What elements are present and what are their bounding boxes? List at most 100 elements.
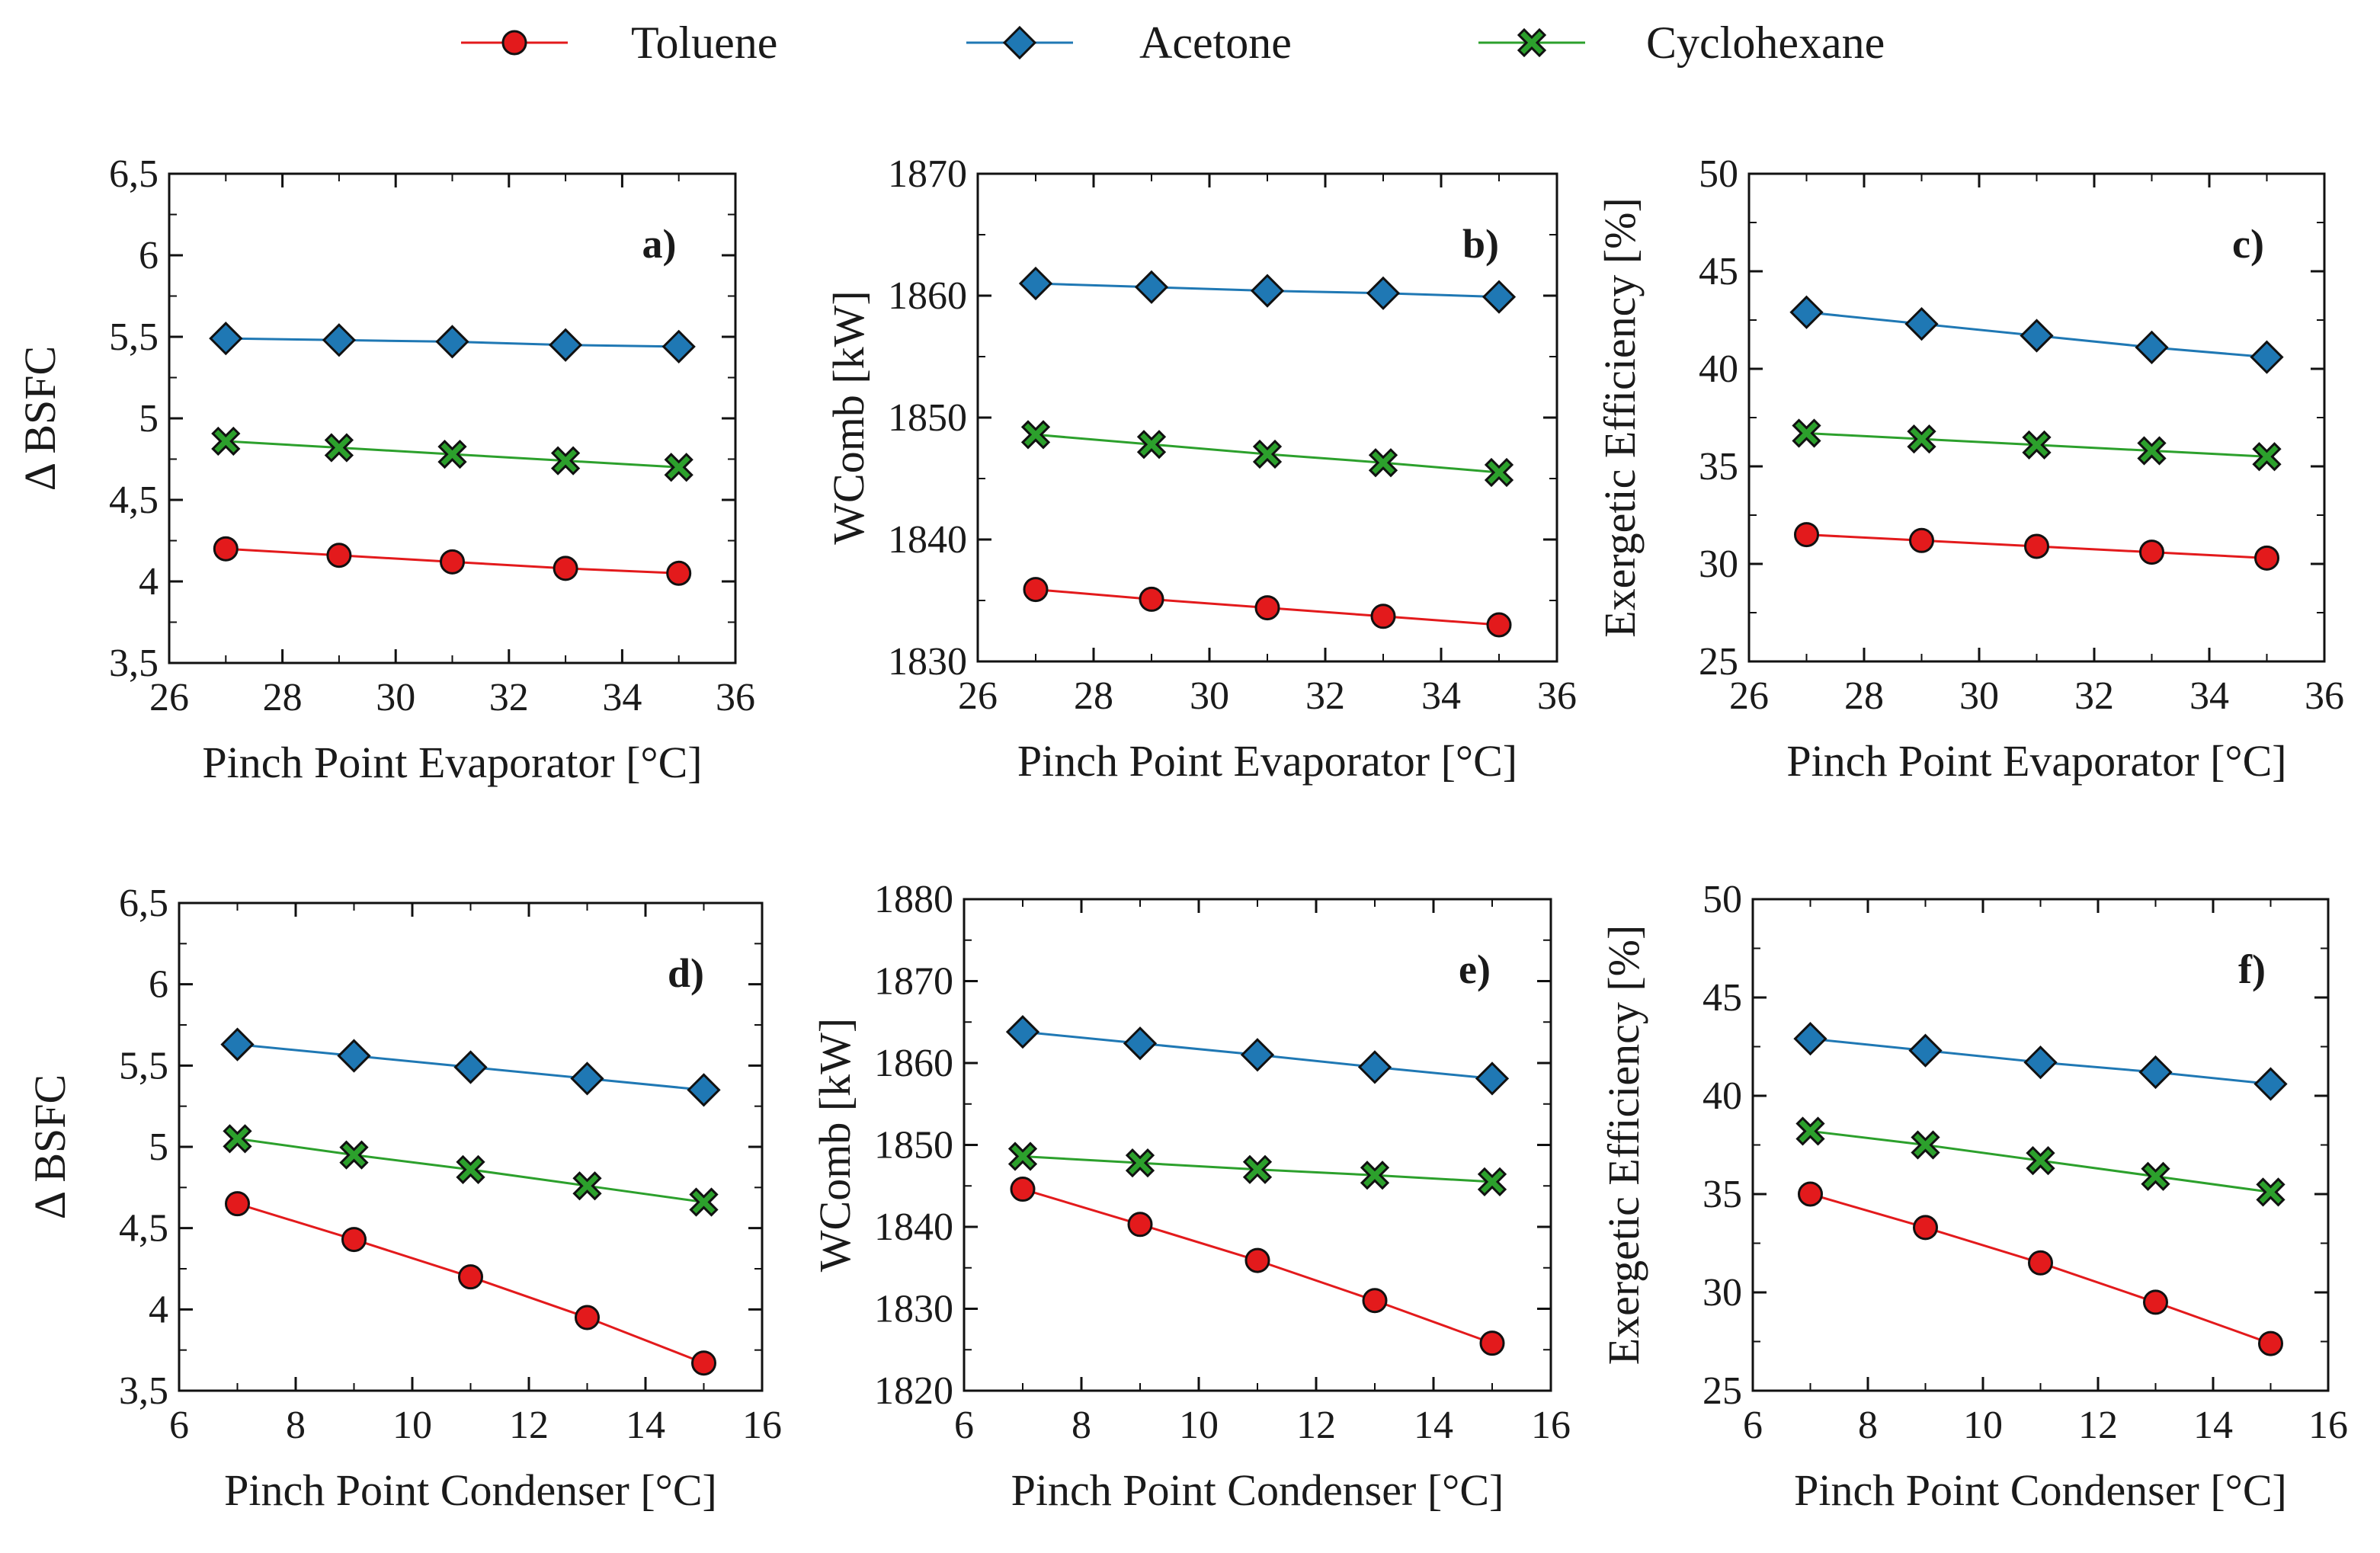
panel-e-point-cyclohexane-2 xyxy=(1125,1148,1155,1178)
panel-b-point-cyclohexane-3 xyxy=(1252,439,1283,469)
legend-entry-acetone: Acetone xyxy=(966,18,1292,68)
panel-d-point-acetone-4 xyxy=(570,1061,604,1096)
panel-e-ytick-label: 1840 xyxy=(874,1206,953,1249)
panel-d-ytick-label: 5 xyxy=(149,1126,168,1169)
panel-e-point-cyclohexane-1 xyxy=(1007,1142,1038,1171)
panel-e-point-toluene-5 xyxy=(1479,1330,1505,1356)
panel-c-point-toluene-5 xyxy=(2254,545,2279,571)
panel-f-xlabel: Pinch Point Condenser [°C] xyxy=(1794,1465,2287,1515)
panel-f-point-toluene-3 xyxy=(2028,1250,2053,1276)
panel-a-point-acetone-4 xyxy=(548,328,583,362)
panel-f-xtick-label: 12 xyxy=(2078,1404,2118,1447)
panel-d-xtick-label: 12 xyxy=(509,1404,549,1447)
panel-d: 6 8 10 12 14 16 3,5 4 4,5 5 5,5 6 6,5 Pinch Point Con… xyxy=(25,882,782,1515)
panel-c-ytick-label: 50 xyxy=(1699,152,1738,196)
panel-b-ytick-label: 1860 xyxy=(888,274,967,318)
panel-d-point-acetone-5 xyxy=(687,1073,721,1107)
panel-c-point-cyclohexane-3 xyxy=(2022,430,2052,459)
panel-a-point-toluene-2 xyxy=(326,543,352,568)
panel-a: 26 28 30 32 34 36 3,5 4 4,5 5 5,5 6 6,5 Pinch Point E… xyxy=(15,152,755,787)
panel-e-ytick-label: 1820 xyxy=(874,1369,953,1413)
panel-f-letter: f) xyxy=(2238,946,2266,992)
panel-f-point-acetone-5 xyxy=(2253,1067,2288,1101)
panel-f: 6 8 10 12 14 16 25 30 35 40 45 50 Pinch Point Conden… xyxy=(1599,878,2348,1515)
panel-c-xtick-label: 30 xyxy=(1959,674,1999,718)
panel-c-ylabel: Exergetic Efficiency [%] xyxy=(1595,197,1645,638)
panel-e-point-cyclohexane-3 xyxy=(1242,1154,1273,1184)
panel-e-xtick-label: 6 xyxy=(954,1404,974,1447)
panel-d-ytick-label: 5,5 xyxy=(119,1044,168,1087)
panel-b-point-acetone-3 xyxy=(1250,274,1285,308)
panel-b-point-toluene-5 xyxy=(1486,612,1512,638)
panel-d-point-cyclohexane-3 xyxy=(456,1154,485,1184)
panel-c-xtick-label: 36 xyxy=(2305,674,2344,718)
panel-d-xtick-label: 14 xyxy=(626,1404,665,1447)
panel-e-ytick-label: 1870 xyxy=(874,960,953,1004)
legend-marker-toluene xyxy=(501,30,527,56)
panel-f-point-cyclohexane-4 xyxy=(2141,1161,2170,1191)
panel-e-point-toluene-1 xyxy=(1010,1177,1036,1202)
panel-a-point-acetone-5 xyxy=(661,329,696,363)
panel-e-ytick-label: 1880 xyxy=(874,878,953,921)
legend-marker-cyclohexane xyxy=(1517,27,1547,58)
panel-b-ytick-label: 1840 xyxy=(888,518,967,562)
panel-d-point-cyclohexane-1 xyxy=(223,1124,252,1154)
panel-b-point-toluene-4 xyxy=(1370,604,1396,629)
panel-b-ytick-label: 1850 xyxy=(888,396,967,440)
panel-a-ylabel: Δ BSFC xyxy=(15,346,65,491)
panel-b-xtick-label: 28 xyxy=(1074,674,1113,718)
panel-b-point-cyclohexane-1 xyxy=(1020,420,1051,450)
panel-c-xlabel: Pinch Point Evaporator [°C] xyxy=(1786,736,2286,786)
panel-c-point-toluene-4 xyxy=(2139,540,2164,565)
panel-b-xtick-label: 30 xyxy=(1190,674,1229,718)
panel-b-point-acetone-1 xyxy=(1018,266,1053,301)
panel-d-ylabel: Δ BSFC xyxy=(25,1074,75,1219)
panel-a-xtick-label: 34 xyxy=(602,676,642,719)
panel-c-xtick-label: 26 xyxy=(1729,674,1769,718)
panel-a-point-cyclohexane-1 xyxy=(211,426,241,456)
panel-e-ytick-label: 1850 xyxy=(874,1124,953,1167)
panel-d-xtick-label: 8 xyxy=(286,1404,306,1447)
panel-c-point-acetone-5 xyxy=(2250,340,2284,374)
panel-a-xtick-label: 26 xyxy=(149,676,189,719)
panel-e-ytick-label: 1830 xyxy=(874,1288,953,1331)
panel-c-letter: c) xyxy=(2232,221,2264,267)
panel-c-ytick-label: 30 xyxy=(1699,543,1738,586)
legend-label-toluene: Toluene xyxy=(631,18,777,68)
panel-b-point-cyclohexane-4 xyxy=(1368,448,1398,478)
panel-f-point-toluene-1 xyxy=(1798,1181,1823,1207)
panel-b-point-toluene-1 xyxy=(1023,577,1049,603)
panel-d-ytick-label: 3,5 xyxy=(119,1369,168,1413)
panel-a-point-toluene-3 xyxy=(440,549,465,575)
panel-e-point-acetone-2 xyxy=(1123,1026,1158,1061)
panel-c-point-acetone-4 xyxy=(2135,330,2169,364)
panel-c-point-toluene-2 xyxy=(1909,527,1934,553)
panel-f-xtick-label: 16 xyxy=(2308,1404,2348,1447)
panel-c-point-acetone-3 xyxy=(2020,319,2054,353)
panel-f-ytick-label: 30 xyxy=(1703,1271,1742,1314)
legend-marker-acetone xyxy=(1002,25,1037,60)
panel-e-point-cyclohexane-5 xyxy=(1477,1167,1507,1196)
panel-a-point-cyclohexane-4 xyxy=(550,446,581,476)
panel-f-point-cyclohexane-1 xyxy=(1795,1116,1825,1146)
panel-a-point-cyclohexane-5 xyxy=(664,453,693,482)
panel-f-xtick-label: 6 xyxy=(1743,1404,1763,1447)
panel-e-xlabel: Pinch Point Condenser [°C] xyxy=(1011,1465,1504,1515)
panel-d-point-toluene-2 xyxy=(341,1227,367,1253)
panel-e-xtick-label: 10 xyxy=(1179,1404,1219,1447)
panel-b-point-acetone-4 xyxy=(1366,276,1401,310)
panel-a-point-acetone-1 xyxy=(209,322,243,356)
panel-a-ytick-label: 6 xyxy=(139,234,159,277)
panel-f-xtick-label: 14 xyxy=(2193,1404,2233,1447)
panel-c-point-acetone-1 xyxy=(1789,295,1824,329)
panel-d-ytick-label: 4 xyxy=(149,1288,168,1331)
panel-b-xtick-label: 26 xyxy=(958,674,998,718)
panel-f-point-cyclohexane-2 xyxy=(1911,1130,1940,1160)
panel-b-xtick-label: 34 xyxy=(1421,674,1461,718)
panel-b-point-acetone-2 xyxy=(1134,270,1169,304)
panel-f-ylabel: Exergetic Efficiency [%] xyxy=(1599,925,1648,1366)
panel-d-letter: d) xyxy=(668,950,704,996)
panel-a-ytick-label: 3,5 xyxy=(109,642,159,685)
panel-d-point-cyclohexane-5 xyxy=(689,1187,719,1217)
panel-b-ytick-label: 1870 xyxy=(888,152,967,196)
